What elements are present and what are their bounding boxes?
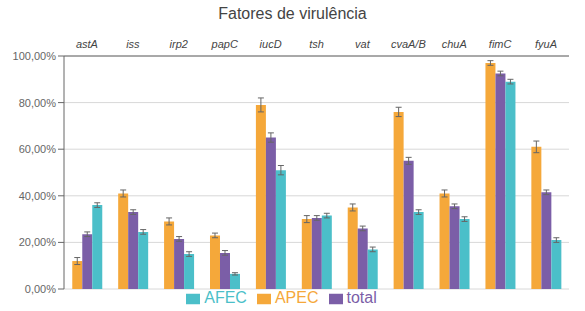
svg-text:60,00%: 60,00% (19, 143, 57, 155)
svg-text:fimC: fimC (489, 38, 512, 50)
svg-text:cvaA/B: cvaA/B (391, 38, 426, 50)
svg-text:100,00%: 100,00% (13, 50, 57, 62)
svg-text:40,00%: 40,00% (19, 190, 57, 202)
html-text:total: total (346, 289, 377, 306)
html-text:Fatores de virulência: Fatores de virulência (218, 5, 367, 22)
html-text:APEC: APEC (274, 289, 319, 306)
svg-text:papC: papC (211, 38, 238, 50)
svg-text:fyuA: fyuA (535, 38, 557, 50)
svg-text:iss: iss (126, 38, 140, 50)
svg-text:0,00%: 0,00% (25, 283, 56, 295)
svg-text:20,00%: 20,00% (19, 236, 57, 248)
svg-text:chuA: chuA (442, 38, 467, 50)
svg-text:vat: vat (355, 38, 371, 50)
html-text:AFEC: AFEC (204, 289, 247, 306)
svg-text:tsh: tsh (309, 38, 324, 50)
svg-text:irp2: irp2 (170, 38, 188, 50)
svg-text:iucD: iucD (260, 38, 282, 50)
svg-text:astA: astA (76, 38, 98, 50)
svg-text:80,00%: 80,00% (19, 97, 57, 109)
